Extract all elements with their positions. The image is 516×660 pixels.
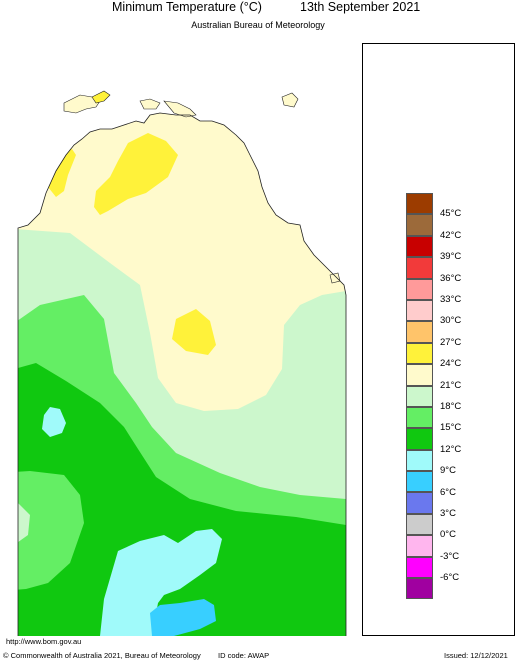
tick-label: 39°C bbox=[440, 251, 462, 263]
band-15-18 bbox=[18, 363, 346, 636]
frame-divider bbox=[362, 43, 363, 636]
tick-label: 9°C bbox=[440, 465, 456, 477]
colour-swatch bbox=[406, 578, 433, 600]
map-title: Minimum Temperature (°C) bbox=[112, 0, 262, 14]
tick-label: 15°C bbox=[440, 422, 462, 434]
temperature-map bbox=[0, 43, 362, 636]
map-subtitle: Australian Bureau of Meteorology bbox=[191, 20, 325, 30]
footer-id-code: ID code: AWAP bbox=[218, 651, 270, 660]
colour-swatch bbox=[406, 214, 433, 236]
colour-swatch bbox=[406, 235, 433, 258]
tick-label: 3°C bbox=[440, 508, 456, 519]
band-12-15 bbox=[100, 529, 222, 636]
band-27-30-north bbox=[94, 133, 178, 215]
tick-label: 42°C bbox=[440, 229, 462, 241]
footer-issued: Issued: 12/12/2021 bbox=[444, 651, 508, 660]
tick-label: 0°C bbox=[440, 529, 456, 541]
temperature-bands bbox=[18, 113, 346, 636]
cobourg-island bbox=[139, 98, 161, 110]
colour-swatch bbox=[406, 278, 433, 300]
colour-swatch bbox=[406, 471, 433, 493]
tick-label: 18°C bbox=[440, 401, 462, 412]
colour-swatch bbox=[406, 342, 433, 365]
colour-swatch bbox=[406, 193, 433, 215]
tiwi-islands bbox=[63, 94, 101, 114]
tick-label: 27°C bbox=[440, 336, 462, 348]
colour-swatch bbox=[406, 449, 433, 472]
band-21-24-west bbox=[18, 503, 30, 547]
tick-label: 12°C bbox=[440, 443, 462, 455]
colour-swatch bbox=[406, 385, 433, 407]
map-date: 13th September 2021 bbox=[300, 0, 421, 14]
colour-swatch bbox=[406, 321, 433, 343]
band-27-30-central bbox=[172, 309, 216, 355]
vanderlin-island bbox=[329, 272, 341, 284]
colour-scale bbox=[406, 193, 433, 600]
footer-url[interactable]: http://www.bom.gov.au bbox=[6, 637, 82, 646]
map-header: Minimum Temperature (°C) 13th September … bbox=[0, 0, 516, 18]
colour-swatch bbox=[406, 492, 433, 514]
colour-swatch bbox=[406, 299, 433, 322]
band-9-12 bbox=[150, 599, 216, 636]
band-18-21-south bbox=[18, 471, 84, 591]
colour-swatch bbox=[406, 513, 433, 536]
colour-swatch bbox=[406, 428, 433, 450]
tick-label: 33°C bbox=[440, 294, 462, 305]
colour-swatch bbox=[406, 556, 433, 579]
tick-label: 21°C bbox=[440, 379, 462, 391]
colour-swatch bbox=[406, 364, 433, 386]
colour-swatch bbox=[406, 535, 433, 557]
tick-label: -3°C bbox=[440, 550, 460, 562]
colour-swatch bbox=[406, 257, 433, 279]
colour-swatch bbox=[406, 406, 433, 429]
tick-label: 45°C bbox=[440, 208, 462, 220]
footer-copyright: © Commonwealth of Australia 2021, Bureau… bbox=[3, 651, 201, 660]
tick-label: 24°C bbox=[440, 358, 462, 370]
tiwi-island-east bbox=[91, 90, 111, 104]
band-12-15-west bbox=[42, 407, 66, 437]
tick-label: -6°C bbox=[440, 572, 460, 584]
tick-label: 30°C bbox=[440, 315, 462, 327]
tick-label: 36°C bbox=[440, 272, 462, 284]
tick-label: 6°C bbox=[440, 486, 456, 498]
band-27-30-west bbox=[48, 149, 76, 197]
groote-eylandt bbox=[281, 92, 299, 108]
coastline bbox=[17, 112, 347, 636]
croker-island bbox=[163, 100, 197, 118]
